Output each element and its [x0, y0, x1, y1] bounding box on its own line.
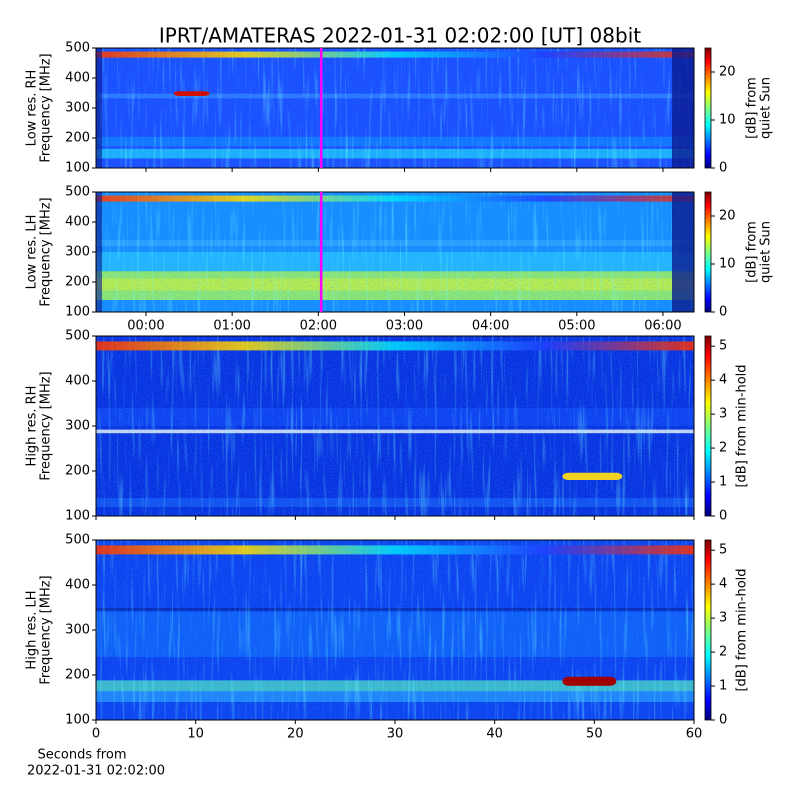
y-axis-label: High res. RH [25, 386, 40, 467]
x-tick-label: 0 [92, 727, 100, 742]
spectrogram-edge [672, 192, 694, 312]
colorbar-tick-label: 0 [719, 161, 727, 176]
y-tick-label: 300 [65, 419, 90, 434]
y-tick-label: 500 [65, 185, 90, 200]
x-tick-label: 10 [187, 727, 204, 742]
x-tick-label: 01:00 [213, 319, 250, 334]
y-tick-label: 200 [65, 275, 90, 290]
x-tick-label: 40 [486, 727, 503, 742]
x-tick-label: 05:00 [558, 319, 595, 334]
colorbar-tick-label: 2 [719, 441, 727, 456]
x-tick-label: 00:00 [127, 319, 164, 334]
y-tick-label: 400 [65, 374, 90, 389]
colorbar-tick-label: 4 [719, 577, 727, 592]
colorbar [704, 335, 712, 517]
spectrogram-burst [173, 91, 210, 96]
colorbar-tick-label: 10 [719, 113, 736, 128]
spectrogram-top-strip [96, 51, 694, 58]
colorbar-tick-label: 3 [719, 407, 727, 422]
y-tick-label: 500 [65, 41, 90, 56]
y-axis-label: Low res. RH [25, 70, 40, 147]
colorbar-tick-label: 10 [719, 257, 736, 272]
colorbar-tick-label: 0 [719, 305, 727, 320]
y-tick-label: 100 [65, 161, 90, 176]
colorbar-label: quiet Sun [759, 77, 774, 139]
y-tick-label: 400 [65, 71, 90, 86]
colorbar-tick-label: 1 [719, 679, 727, 694]
x-tick-label: 06:00 [644, 319, 681, 334]
x-tick-label: 03:00 [386, 319, 423, 334]
x-axis-label: Seconds from [37, 748, 126, 763]
y-tick-label: 200 [65, 131, 90, 146]
colorbar-tick-label: 20 [719, 65, 736, 80]
spectrogram-edge [96, 192, 102, 312]
x-tick-label: 02:00 [300, 319, 337, 334]
spectrogram-speckle [96, 192, 694, 312]
colorbar-label: [dB] from [745, 77, 760, 139]
colorbar-tick-label: 5 [719, 339, 727, 354]
y-axis-label: Frequency [MHz] [39, 575, 54, 684]
colorbar-label: [dB] from min-hold [735, 568, 750, 691]
y-tick-label: 300 [65, 245, 90, 260]
y-tick-label: 300 [65, 101, 90, 116]
y-axis-label: Frequency [MHz] [39, 53, 54, 162]
spectrogram-edge [672, 48, 694, 168]
y-tick-label: 100 [65, 713, 90, 728]
spectrogram-top-strip [96, 545, 694, 555]
colorbar-tick-label: 1 [719, 475, 727, 490]
figure-title: IPRT/AMATERAS 2022-01-31 02:02:00 [UT] 0… [159, 24, 641, 48]
spectrogram-speckle [96, 540, 694, 720]
spectrogram-burst [562, 676, 617, 686]
colorbar-tick-label: 3 [719, 611, 727, 626]
x-tick-label: 04:00 [472, 319, 509, 334]
colorbar-tick-label: 0 [719, 509, 727, 524]
y-tick-label: 400 [65, 578, 90, 593]
colorbar-label: [dB] from [745, 221, 760, 283]
spectrogram-speckle [96, 48, 694, 168]
y-tick-label: 200 [65, 668, 90, 683]
x-axis-label: 2022-01-31 02:02:00 [27, 764, 165, 779]
x-tick-label: 50 [586, 727, 603, 742]
y-tick-label: 100 [65, 305, 90, 320]
y-axis-label: Low res. LH [25, 215, 40, 290]
x-tick-label: 30 [387, 727, 404, 742]
y-axis-label: High res. LH [25, 590, 40, 669]
spectrogram-edge [96, 48, 102, 168]
x-tick-label: 60 [686, 727, 703, 742]
y-tick-label: 500 [65, 329, 90, 344]
y-tick-label: 400 [65, 215, 90, 230]
colorbar-tick-label: 0 [719, 713, 727, 728]
y-tick-label: 500 [65, 533, 90, 548]
spectrogram-top-strip [96, 195, 694, 202]
colorbar-tick-label: 2 [719, 645, 727, 660]
colorbar-tick-label: 20 [719, 209, 736, 224]
colorbar [704, 191, 712, 313]
colorbar-tick-label: 5 [719, 543, 727, 558]
y-axis-label: Frequency [MHz] [39, 197, 54, 306]
colorbar-label: [dB] from min-hold [735, 364, 750, 487]
colorbar-tick-label: 4 [719, 373, 727, 388]
spectrogram-top-strip [96, 341, 694, 351]
y-tick-label: 200 [65, 464, 90, 479]
y-tick-label: 100 [65, 509, 90, 524]
colorbar [704, 47, 712, 169]
spectrogram-burst [562, 472, 623, 480]
x-tick-label: 20 [287, 727, 304, 742]
colorbar-label: quiet Sun [759, 221, 774, 283]
spectrogram-speckle [96, 336, 694, 516]
colorbar [704, 539, 712, 721]
y-tick-label: 300 [65, 623, 90, 638]
y-axis-label: Frequency [MHz] [39, 371, 54, 480]
